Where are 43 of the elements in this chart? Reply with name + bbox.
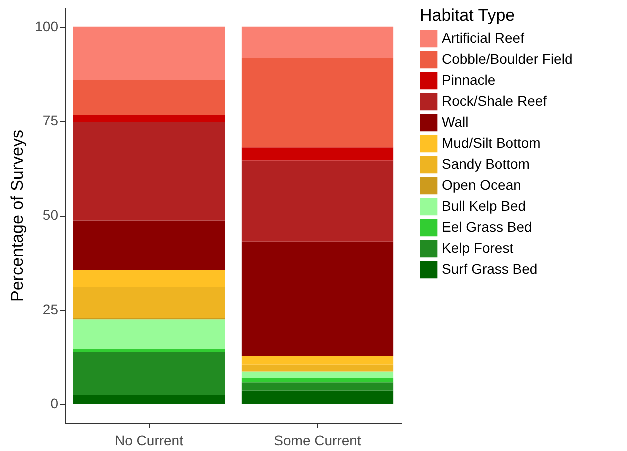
bar [242, 148, 394, 161]
y-axis-title: Percentage of Surveys [8, 130, 28, 302]
bar [242, 160, 394, 242]
bar [242, 372, 394, 378]
y-tick-label: 0 [50, 396, 59, 412]
y-tick-label: 100 [35, 18, 59, 34]
bar [73, 395, 226, 404]
legend-label: Mud/Silt Bottom [442, 135, 541, 151]
bar [73, 122, 226, 221]
legend-label: Sandy Bottom [442, 156, 530, 172]
bar [242, 390, 394, 404]
legend-label: Rock/Shale Reef [442, 93, 548, 109]
bar [73, 349, 226, 352]
bar [73, 80, 226, 116]
legend-title: Habitat Type [420, 6, 516, 25]
legend-label: Artificial Reef [442, 30, 525, 46]
legend-label: Surf Grass Bed [442, 261, 538, 277]
bar [242, 242, 394, 356]
y-tick-label: 50 [42, 207, 59, 223]
bar [242, 58, 394, 148]
bar [73, 116, 226, 122]
bar [73, 287, 226, 318]
bar [242, 382, 394, 391]
x-tick-label: Some Current [274, 432, 362, 448]
bar [73, 220, 226, 270]
legend-label: Pinnacle [442, 72, 496, 88]
legend-label: Cobble/Boulder Field [442, 51, 573, 67]
legend-label: Eel Grass Bed [442, 219, 532, 235]
y-tick-label: 25 [42, 301, 59, 318]
bar [73, 320, 226, 350]
bar [242, 364, 394, 372]
bar [242, 356, 394, 365]
bar [73, 352, 226, 396]
legend-label: Kelp Forest [442, 240, 514, 256]
bar [73, 26, 226, 80]
bar [242, 378, 394, 383]
legend-label: Wall [442, 114, 469, 130]
legend-label: Open Ocean [442, 177, 522, 193]
bar [73, 270, 226, 288]
x-tick-label: No Current [115, 432, 184, 448]
bar [242, 26, 394, 59]
legend-label: Bull Kelp Bed [442, 198, 526, 214]
y-tick-label: 75 [42, 112, 59, 129]
